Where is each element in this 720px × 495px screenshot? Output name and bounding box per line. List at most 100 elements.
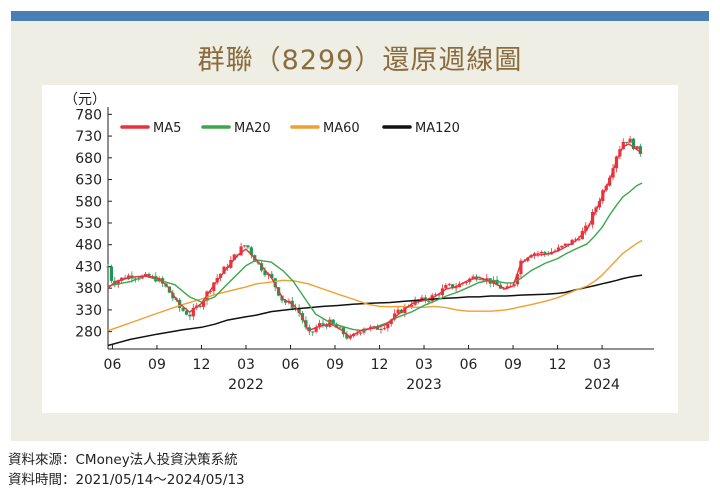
candle-up	[314, 327, 318, 332]
candle-down	[321, 323, 325, 325]
x-tick-label: 03	[593, 357, 611, 373]
candle-down	[147, 273, 151, 278]
legend-label-ma60: MA60	[323, 121, 360, 136]
candle-up	[143, 273, 148, 276]
candle-up	[478, 279, 482, 281]
candle-down	[324, 324, 328, 327]
candle-up	[536, 253, 540, 255]
candle-up	[191, 307, 195, 317]
candle-down	[437, 294, 441, 296]
candle-down	[188, 314, 192, 317]
ma60-line	[107, 239, 643, 332]
data-source-text: 資料來源：CMoney法人投資決策系統	[8, 452, 238, 468]
x-year-label: 2023	[406, 377, 442, 393]
candle-up	[222, 266, 226, 274]
candle-down	[249, 247, 253, 256]
plot-area: （元） 280 330 380 430 480 530 580 630 680 730 780 06 09…	[42, 85, 678, 413]
candle-down	[481, 279, 485, 281]
candle-up	[505, 286, 509, 289]
candle-down	[335, 323, 339, 328]
candle-down	[345, 334, 349, 339]
x-tick-label: 06	[282, 357, 300, 373]
candle-up	[232, 254, 236, 260]
candle-up	[635, 146, 639, 150]
candle-up	[492, 279, 496, 284]
candle-up	[389, 319, 393, 324]
y-tick-label: 530	[75, 216, 102, 232]
legend-label-ma120: MA120	[415, 121, 460, 136]
y-tick-label: 780	[75, 107, 102, 123]
candle-down	[427, 300, 431, 302]
candle-up	[393, 313, 397, 320]
candle-up	[519, 260, 523, 275]
ma120-line	[107, 274, 643, 347]
candle-up	[447, 284, 451, 286]
x-year-label: 2024	[584, 377, 620, 393]
candle-up	[239, 246, 243, 256]
candle-down	[495, 279, 499, 285]
candle-up	[201, 300, 206, 307]
y-axis-unit-label: （元）	[64, 92, 106, 108]
candle-down	[631, 138, 636, 150]
candle-up	[317, 323, 322, 328]
candle-down	[311, 331, 315, 333]
candle-up	[621, 141, 625, 150]
candle-up	[628, 138, 632, 143]
candle-down	[283, 300, 288, 303]
y-tick-label: 430	[75, 259, 102, 275]
candle-up	[515, 274, 520, 285]
candle-up	[386, 323, 390, 329]
x-tick-label: 12	[193, 357, 211, 373]
candle-up	[420, 297, 424, 301]
x-year-label: 2022	[228, 377, 264, 393]
x-tick-label: 03	[415, 357, 433, 373]
candle-down	[171, 292, 175, 299]
candle-up	[410, 304, 414, 307]
candle-down	[273, 278, 277, 288]
candle-down	[270, 273, 274, 279]
y-tick-label: 380	[75, 281, 102, 297]
x-tick-label: 09	[504, 357, 522, 373]
candle-up	[532, 253, 537, 256]
chart-title: 群聯（8299）還原週線圖	[197, 45, 523, 76]
candle-up	[577, 239, 581, 241]
candle-up	[358, 332, 363, 334]
candle-up	[611, 168, 615, 178]
candle-up	[584, 225, 588, 231]
legend-label-ma20: MA20	[234, 121, 271, 136]
candle-down	[246, 245, 250, 248]
candle-down	[638, 146, 642, 155]
x-tick-label: 09	[326, 357, 344, 373]
candle-up	[116, 280, 120, 285]
top-accent-bar	[11, 11, 709, 21]
ma5-line	[107, 143, 643, 338]
candle-down	[307, 327, 311, 332]
candle-down	[263, 270, 267, 276]
candle-down	[106, 266, 110, 268]
candle-up	[556, 247, 561, 251]
candle-down	[184, 310, 189, 315]
candle-up	[242, 245, 247, 247]
legend-label-ma5: MA5	[153, 121, 181, 136]
y-tick-label: 480	[75, 238, 102, 254]
candle-up	[444, 285, 448, 289]
candle-down	[331, 319, 335, 324]
candle-up	[212, 282, 216, 292]
x-tick-label: 12	[371, 357, 389, 373]
candle-up	[338, 327, 342, 329]
candle-down	[198, 305, 202, 307]
ma20-line	[107, 182, 643, 332]
candle-up	[348, 336, 352, 339]
candle-up	[454, 287, 458, 289]
candle-up	[471, 276, 475, 279]
candle-down	[625, 141, 629, 143]
candle-up	[379, 328, 383, 330]
candle-up	[560, 245, 564, 248]
candle-up	[539, 251, 543, 254]
candle-up	[464, 282, 468, 284]
x-tick-label: 06	[104, 357, 122, 373]
y-tick-label: 680	[75, 151, 102, 167]
y-tick-label: 580	[75, 194, 102, 210]
x-tick-label: 09	[148, 357, 166, 373]
candle-up	[434, 294, 438, 296]
